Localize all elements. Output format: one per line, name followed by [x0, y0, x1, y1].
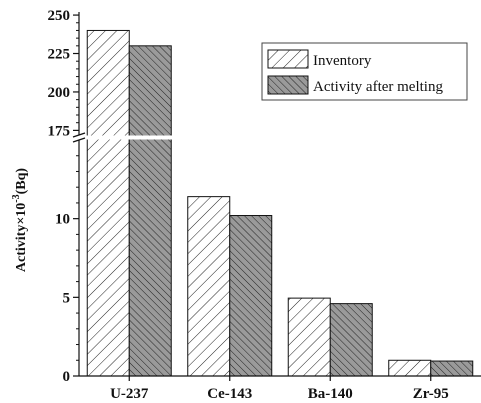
x-tick-label: Zr-95	[413, 386, 449, 402]
bar-u-237-after-melting	[128, 45, 172, 377]
y-tick-label: 225	[48, 47, 71, 63]
bar-u-237-inventory	[86, 29, 130, 377]
legend-swatch-inventory	[267, 49, 309, 69]
legend-label-melting: Activity after melting	[313, 79, 443, 95]
axis-break	[72, 132, 213, 143]
legend-swatch-melting	[267, 75, 309, 95]
x-tick-label: Ce-143	[207, 386, 252, 402]
bar-ba-140-inventory	[287, 297, 331, 377]
y-tick-label: 10	[55, 212, 70, 228]
bar-zr-95-inventory	[388, 359, 432, 377]
y-tick-label: 175	[48, 123, 71, 139]
x-tick-label: U-237	[110, 386, 149, 402]
legend: Inventory Activity after melting	[261, 42, 468, 101]
bar-ce-143-inventory	[187, 196, 231, 377]
y-tick-label: 0	[63, 369, 71, 385]
legend-label-inventory: Inventory	[313, 53, 372, 69]
bar-zr-95-after-melting	[430, 360, 474, 377]
bar-ba-140-after-melting	[329, 303, 373, 377]
y-tick-label: 200	[48, 85, 71, 101]
axis-break-mark-lower	[72, 137, 86, 143]
y-ticks-layer: 0 5 10 175 200 225 250	[48, 8, 79, 385]
axes-layer	[78, 12, 481, 377]
bars-layer	[86, 29, 474, 377]
y-tick-label: 250	[48, 8, 71, 24]
axis-break-gap	[73, 135, 213, 140]
y-tick-label: 5	[63, 290, 71, 306]
bar-ce-143-after-melting	[229, 215, 273, 377]
x-tick-label: Ba-140	[308, 386, 353, 402]
x-ticks-layer: U-237 Ce-143 Ba-140 Zr-95	[110, 376, 449, 402]
y-axis-title: Activity×10-3(Bq)	[11, 168, 29, 273]
axis-break-mark-upper	[72, 132, 86, 138]
